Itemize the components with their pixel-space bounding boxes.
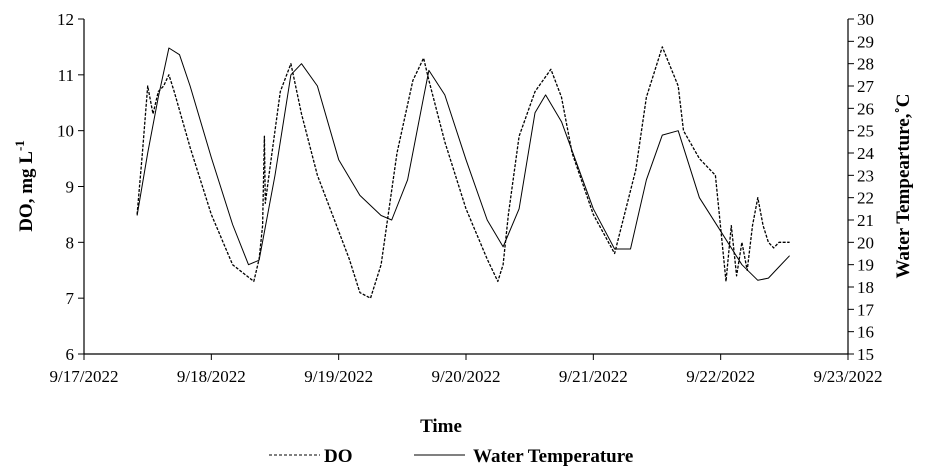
y-tick-right-label: 26 [857, 99, 874, 118]
y-tick-right-label: 30 [857, 10, 874, 29]
y-tick-right-label: 21 [857, 211, 874, 230]
y-tick-left-label: 9 [66, 178, 75, 197]
y-tick-right-label: 18 [857, 278, 874, 297]
y-tick-left-label: 11 [58, 66, 74, 85]
y-tick-right-label: 17 [857, 300, 875, 319]
y-tick-left-label: 6 [66, 345, 75, 364]
x-tick-label: 9/22/2022 [686, 367, 755, 386]
legend-do-label: DO [324, 446, 353, 467]
x-tick-label: 9/20/2022 [432, 367, 501, 386]
y-tick-right-label: 24 [857, 144, 875, 163]
x-tick-label: 9/18/2022 [177, 367, 246, 386]
x-tick-label: 9/17/2022 [50, 367, 119, 386]
x-tick-label: 9/21/2022 [559, 367, 628, 386]
y-axis-title-left-text: DO, mg L [16, 151, 37, 232]
legend: DO Water Temperature [269, 446, 633, 467]
y-tick-right-label: 28 [857, 55, 874, 74]
y-tick-left-label: 12 [57, 10, 74, 29]
y-tick-right-label: 20 [857, 233, 874, 252]
series-line-do [136, 46, 790, 299]
x-tick-label: 9/23/2022 [814, 367, 883, 386]
y-axis-title-right: Water Tempearture,˚C [893, 93, 914, 278]
y-tick-right-label: 27 [857, 77, 875, 96]
y-axis-title-left: DO, mg L-1 [12, 140, 37, 232]
x-tick-label: 9/19/2022 [304, 367, 373, 386]
y-tick-right-label: 15 [857, 345, 874, 364]
y-tick-right-label: 16 [857, 323, 874, 342]
legend-water-temperature-label: Water Temperature [473, 446, 633, 467]
y-tick-right-label: 22 [857, 189, 874, 208]
ticks: 6 7 8 9 10 11 12 15 16 17 18 19 20 21 22 23 24 25 26 27 28 29… [50, 10, 883, 386]
y-tick-left-label: 7 [66, 289, 75, 308]
y-axis-title-left-superscript: -1 [12, 140, 27, 151]
x-axis-title: Time [420, 416, 462, 437]
y-tick-left-label: 8 [66, 233, 75, 252]
y-tick-right-label: 25 [857, 122, 874, 141]
series-layer [136, 46, 790, 299]
y-tick-left-label: 10 [57, 122, 74, 141]
y-tick-right-label: 19 [857, 256, 874, 275]
y-tick-right-label: 23 [857, 166, 874, 185]
y-tick-right-label: 29 [857, 32, 874, 51]
series-line-water-temperature [136, 47, 790, 281]
